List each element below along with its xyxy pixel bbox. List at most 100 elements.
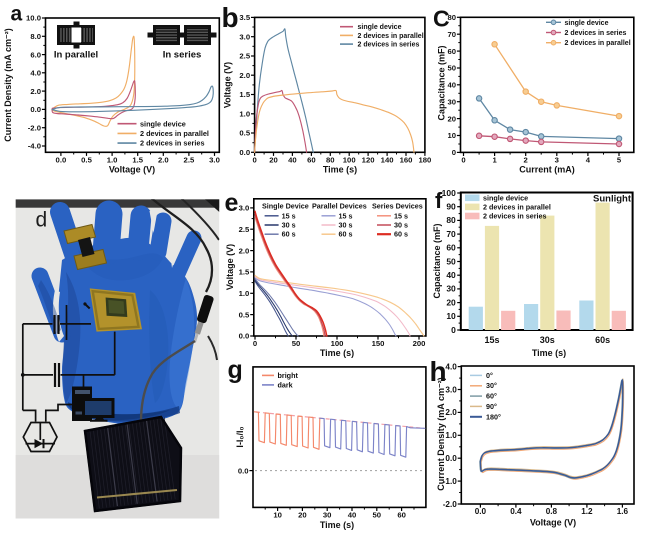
svg-text:50: 50 [447, 64, 456, 73]
svg-text:0: 0 [252, 155, 256, 164]
svg-text:60: 60 [307, 155, 316, 164]
svg-text:Time (s): Time (s) [320, 348, 354, 358]
svg-text:3.0: 3.0 [209, 155, 220, 164]
svg-text:2.0: 2.0 [30, 87, 41, 96]
svg-text:4: 4 [586, 155, 591, 164]
svg-text:1.5: 1.5 [132, 155, 143, 164]
svg-text:b: b [222, 2, 239, 33]
svg-text:-4.0: -4.0 [28, 142, 41, 151]
svg-text:100: 100 [442, 188, 456, 198]
svg-text:20: 20 [269, 155, 278, 164]
svg-text:60 s: 60 s [394, 230, 408, 239]
svg-text:30 s: 30 s [339, 221, 353, 230]
svg-text:0.0: 0.0 [56, 155, 67, 164]
svg-text:Current (mA): Current (mA) [519, 165, 575, 175]
svg-text:40: 40 [348, 510, 357, 519]
svg-text:2.0: 2.0 [445, 408, 457, 417]
svg-text:30 s: 30 s [282, 221, 296, 230]
svg-text:-2.0: -2.0 [443, 500, 458, 509]
svg-text:3.0: 3.0 [239, 32, 250, 41]
svg-text:Capacitance (mF): Capacitance (mF) [432, 223, 442, 298]
svg-text:0.5: 0.5 [239, 129, 250, 138]
svg-text:g: g [228, 356, 243, 384]
svg-text:2.5: 2.5 [239, 225, 250, 234]
svg-text:-1.0: -1.0 [443, 477, 458, 486]
svg-text:4.0: 4.0 [445, 362, 457, 371]
svg-text:70: 70 [446, 229, 456, 239]
svg-text:0.5: 0.5 [81, 155, 92, 164]
svg-text:20: 20 [298, 510, 307, 519]
svg-text:2 devices in series: 2 devices in series [565, 30, 627, 37]
svg-text:100: 100 [343, 155, 356, 164]
svg-text:2 devices in series: 2 devices in series [483, 212, 547, 221]
svg-text:15 s: 15 s [394, 211, 408, 220]
svg-text:0.0: 0.0 [30, 105, 41, 114]
svg-text:40: 40 [447, 81, 456, 90]
svg-text:Series Devices: Series Devices [372, 201, 423, 210]
svg-text:1.0: 1.0 [107, 155, 118, 164]
svg-text:30s: 30s [540, 335, 555, 345]
svg-text:15 s: 15 s [282, 211, 296, 220]
svg-text:4.0: 4.0 [30, 69, 41, 78]
svg-text:120: 120 [362, 155, 375, 164]
svg-text:20: 20 [446, 297, 456, 307]
svg-text:Sunlight: Sunlight [593, 194, 632, 205]
svg-text:0.8: 0.8 [546, 507, 558, 516]
svg-text:1.0: 1.0 [239, 110, 250, 119]
svg-text:f: f [435, 188, 443, 213]
svg-text:1.0: 1.0 [445, 431, 457, 440]
svg-text:2.0: 2.0 [239, 246, 250, 255]
svg-text:0.0: 0.0 [475, 507, 487, 516]
svg-text:2.5: 2.5 [239, 52, 250, 61]
svg-text:140: 140 [381, 155, 394, 164]
svg-text:2 devices in series: 2 devices in series [140, 139, 205, 148]
svg-text:180°: 180° [486, 412, 501, 421]
svg-text:1.2: 1.2 [581, 507, 593, 516]
svg-text:h: h [430, 356, 447, 387]
svg-text:30 s: 30 s [394, 221, 408, 230]
svg-text:Parallel Devices: Parallel Devices [312, 201, 367, 210]
svg-text:C: C [433, 6, 450, 32]
svg-text:Voltage (V): Voltage (V) [223, 62, 233, 108]
svg-text:3.0: 3.0 [239, 204, 250, 213]
svg-text:1: 1 [492, 155, 497, 164]
svg-text:90: 90 [446, 202, 456, 212]
svg-text:Capacitance (mF): Capacitance (mF) [437, 45, 447, 120]
svg-text:2 devices in parallel: 2 devices in parallel [358, 33, 424, 40]
svg-text:50: 50 [373, 510, 382, 519]
svg-text:10: 10 [273, 510, 282, 519]
svg-text:dark: dark [278, 381, 293, 390]
svg-text:Voltage (V): Voltage (V) [225, 244, 235, 290]
svg-text:30: 30 [446, 284, 456, 294]
svg-text:0.5: 0.5 [239, 310, 250, 319]
svg-text:3.0: 3.0 [445, 385, 457, 394]
svg-text:0: 0 [451, 325, 456, 335]
svg-text:1.6: 1.6 [617, 507, 629, 516]
svg-text:80: 80 [446, 215, 456, 225]
svg-text:5: 5 [617, 155, 622, 164]
svg-text:single device: single device [565, 20, 609, 27]
svg-text:2.0: 2.0 [239, 71, 250, 80]
svg-text:15 s: 15 s [339, 211, 353, 220]
svg-text:10: 10 [447, 131, 456, 140]
svg-text:100: 100 [331, 339, 344, 348]
svg-text:bright: bright [278, 371, 299, 380]
svg-text:40: 40 [288, 155, 297, 164]
svg-text:60 s: 60 s [339, 230, 353, 239]
svg-text:a: a [11, 3, 23, 26]
svg-text:2 devices in parallel: 2 devices in parallel [140, 129, 209, 138]
svg-text:2 devices in parallel: 2 devices in parallel [565, 40, 631, 47]
svg-text:1.5: 1.5 [239, 268, 250, 277]
svg-text:3: 3 [555, 155, 559, 164]
svg-text:60s: 60s [595, 335, 610, 345]
svg-text:single device: single device [483, 193, 528, 202]
svg-text:30: 30 [447, 97, 456, 106]
svg-text:Time (s): Time (s) [532, 348, 566, 358]
svg-text:10: 10 [446, 311, 456, 321]
svg-text:60: 60 [446, 243, 456, 253]
svg-text:30: 30 [323, 510, 332, 519]
svg-text:3.5: 3.5 [239, 13, 250, 22]
svg-text:0: 0 [253, 339, 257, 348]
svg-text:Voltage (V): Voltage (V) [530, 518, 576, 528]
svg-text:60: 60 [447, 47, 456, 56]
